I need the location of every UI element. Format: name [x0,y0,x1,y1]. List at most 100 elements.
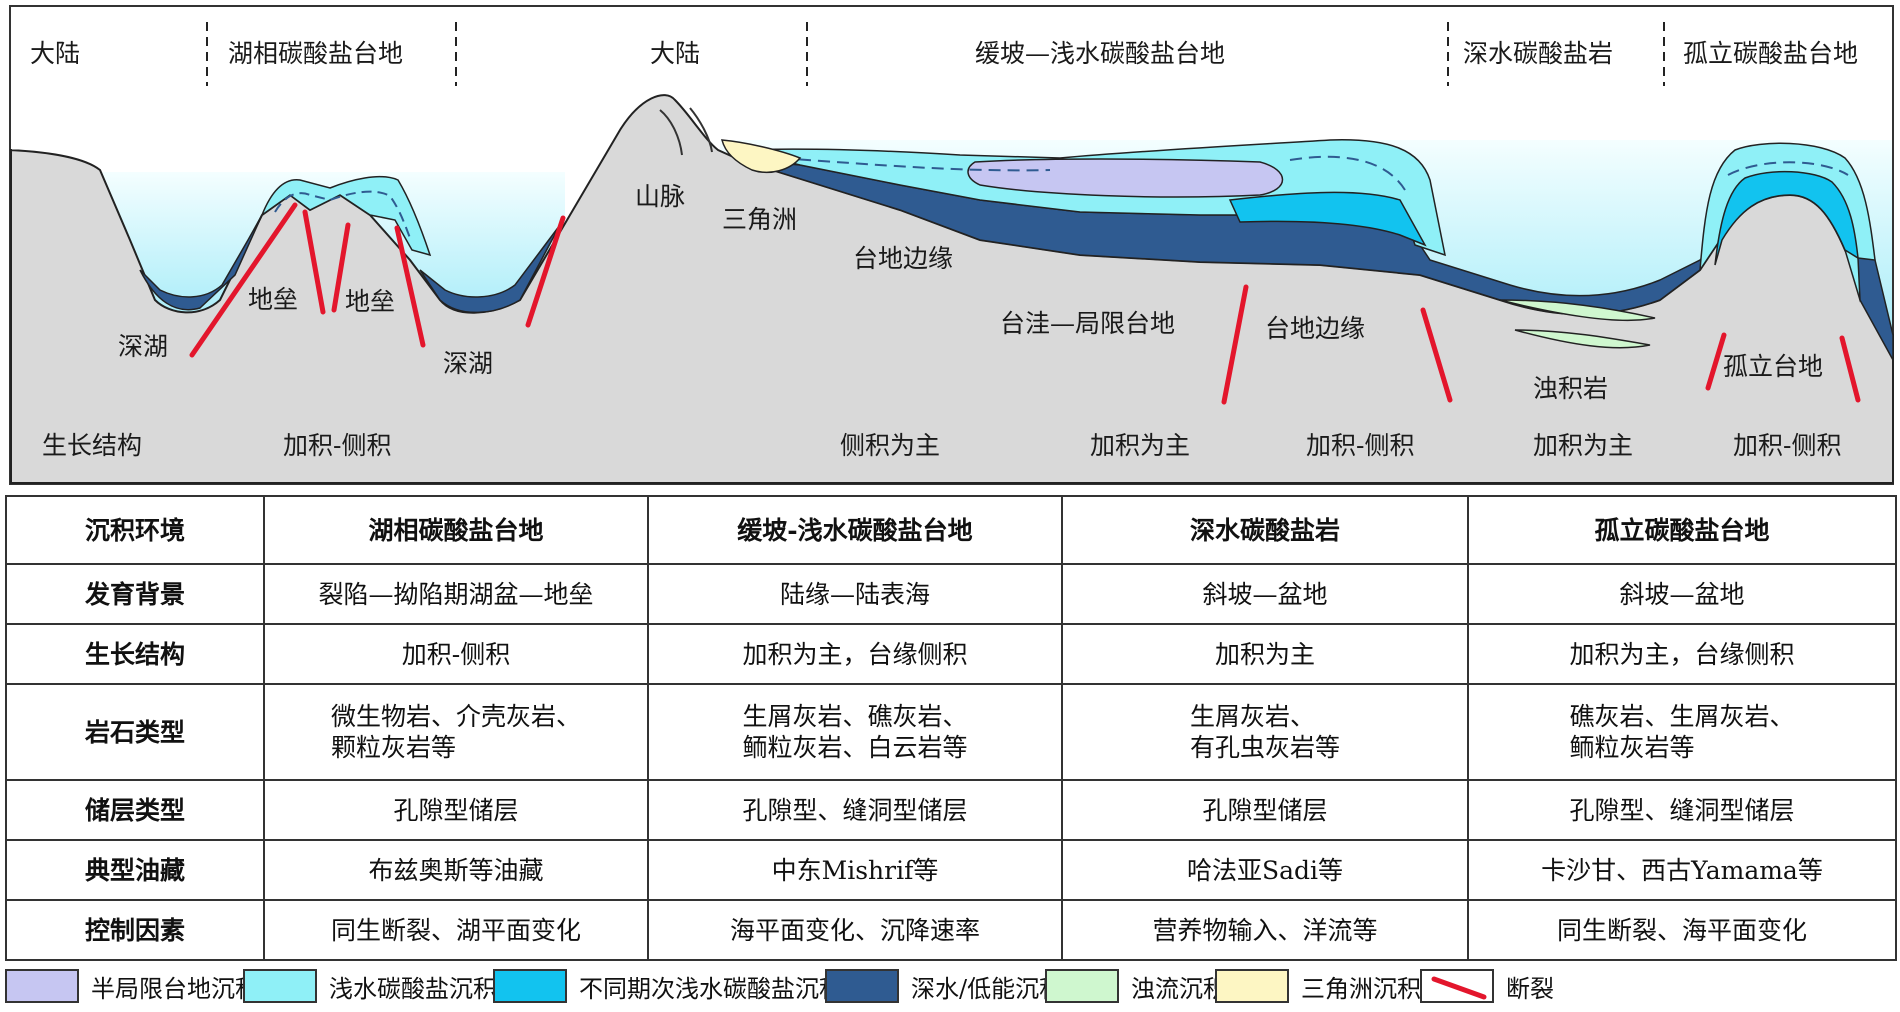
isolated-platform-dashed [1727,161,1849,176]
multi-phase-carbonate-shelf [1228,191,1427,247]
table-row: 典型油藏 布兹奥斯等油藏 中东Mishrif等 哈法亚Sadi等 卡沙甘、西古Yamam… [5,839,1897,901]
table-cell: 孔隙型储层 [263,779,649,841]
environment-comparison-table: 沉积环境 湖相碳酸盐台地 缓坡-浅水碳酸盐台地 深水碳酸盐岩 孤立碳酸盐台地 发… [5,495,1897,961]
region-label: 深水碳酸盐岩 [1463,39,1613,68]
growth-label: 侧积为主 [840,431,940,460]
table-row: 生长结构 加积-侧积 加积为主，台缘侧积 加积为主 加积为主，台缘侧积 [5,623,1897,685]
fault [302,209,326,315]
turbidite-lens-1 [1499,299,1656,322]
feature-label: 台地边缘 [853,244,953,273]
table-header-cell: 缓坡-浅水碳酸盐台地 [647,495,1063,565]
turbidite-lens-2 [1514,329,1651,349]
legend-label: 不同期次浅水碳酸盐沉积 [579,974,843,1003]
fault [394,225,426,348]
table-cell: 加积-侧积 [263,623,649,685]
table-cell: 斜坡—盆地 [1467,563,1897,625]
table-cell-line: 有孔虫灰岩等 [1189,733,1340,762]
table-cell: 加积为主 [1061,623,1469,685]
legend-item: 三角洲沉积 [1215,968,1421,1004]
isolated-platform-deep-flank-right [1857,257,1894,361]
table-cell: 微生物岩、介壳灰岩、 颗粒灰岩等 [263,683,649,781]
table-cell-text: 微生物岩、介壳灰岩、 颗粒灰岩等 [331,701,581,763]
fault [1221,284,1249,405]
table-header-cell: 深水碳酸盐岩 [1061,495,1469,565]
table-cell: 同生断裂、湖平面变化 [263,899,649,961]
table-cell-line: 颗粒灰岩等 [330,733,456,762]
table-cell: 陆缘—陆表海 [647,563,1063,625]
legend-swatch [243,969,317,1003]
table-cell: 礁灰岩、生屑灰岩、 鲕粒灰岩等 [1467,683,1897,781]
environment-table-wrapper: 沉积环境 湖相碳酸盐台地 缓坡-浅水碳酸盐台地 深水碳酸盐岩 孤立碳酸盐台地 发… [5,495,1897,961]
table-header-cell: 沉积环境 [5,495,265,565]
table-row-header: 储层类型 [5,779,265,841]
table-cell: 生屑灰岩、礁灰岩、 鲕粒灰岩、白云岩等 [647,683,1063,781]
isolated-platform-multi [1714,170,1859,266]
legend-label: 断裂 [1506,974,1554,1003]
legend-item: 浅水碳酸盐沉积 [243,968,497,1004]
table-cell: 海平面变化、沉降速率 [647,899,1063,961]
region-label: 大陆 [30,39,80,68]
growth-label: 加积-侧积 [1306,431,1414,460]
fault [189,202,298,358]
region-label: 孤立碳酸盐台地 [1683,39,1858,68]
table-cell-line: 礁灰岩、生屑灰岩、 [1569,702,1795,731]
table-row-header: 生长结构 [5,623,265,685]
legend-label: 三角洲沉积 [1301,974,1421,1003]
table-cell: 布兹奥斯等油藏 [263,839,649,901]
fault [331,222,351,313]
legend-label: 浊流沉积 [1131,974,1227,1003]
legend-swatch [1045,969,1119,1003]
legend-item: 深水/低能沉积 [825,968,1063,1004]
growth-label: 加积-侧积 [1733,431,1841,460]
lake-carbonate-buildup [260,175,432,257]
legend-item: 半局限台地沉积 [5,968,259,1004]
table-cell: 同生断裂、海平面变化 [1467,899,1897,961]
feature-label: 台地边缘 [1265,314,1365,343]
table-cell-text: 生屑灰岩、 有孔虫灰岩等 [1190,701,1340,763]
table-cell-line: 微生物岩、介壳灰岩、 [330,702,581,731]
table-row-header: 岩石类型 [5,683,265,781]
fault [525,215,566,328]
table-cell: 孔隙型、缝洞型储层 [647,779,1063,841]
feature-label: 台洼—局限台地 [1000,309,1175,338]
feature-label: 三角洲 [722,205,797,234]
table-header-cell: 湖相碳酸盐台地 [263,495,649,565]
feature-label: 孤立台地 [1723,352,1823,381]
legend: 半局限台地沉积 浅水碳酸盐沉积 不同期次浅水碳酸盐沉积 深水/低能沉积 浊流沉积 三角洲沉… [5,960,1895,1010]
fault [1420,307,1453,403]
feature-label: 地垒 [248,285,298,314]
legend-item: 断裂 [1420,968,1554,1004]
table-cell-line: 生屑灰岩、礁灰岩、 [742,702,968,731]
fault [1839,335,1861,403]
table-cell-text: 礁灰岩、生屑灰岩、 鲕粒灰岩等 [1569,701,1794,763]
semi-restricted-deposit [967,158,1284,198]
table-cell: 孔隙型、缝洞型储层 [1467,779,1897,841]
feature-label: 地垒 [345,287,395,316]
delta-deposit [721,139,802,174]
feature-label: 浊积岩 [1533,374,1608,403]
feature-label: 深湖 [443,349,493,378]
table-cell-line: 鲕粒灰岩、白云岩等 [742,733,968,762]
region-label: 湖相碳酸盐台地 [228,39,403,68]
table-row-header: 控制因素 [5,899,265,961]
region-label: 大陆 [650,39,700,68]
growth-label: 加积为主 [1533,431,1633,460]
legend-swatch [493,969,567,1003]
region-separators [206,22,1665,86]
shelf-dashed-line-1 [779,157,1051,172]
legend-label: 浅水碳酸盐沉积 [329,974,497,1003]
table-cell: 生屑灰岩、 有孔虫灰岩等 [1061,683,1469,781]
table-cell-line: 鲕粒灰岩等 [1569,733,1695,762]
legend-item: 不同期次浅水碳酸盐沉积 [493,968,843,1004]
legend-item: 浊流沉积 [1045,968,1227,1004]
table-cell: 加积为主，台缘侧积 [1467,623,1897,685]
table-cell: 营养物输入、洋流等 [1061,899,1469,961]
growth-title: 生长结构 [42,431,142,460]
table-cell-text: 生屑灰岩、礁灰岩、 鲕粒灰岩、白云岩等 [742,701,967,763]
feature-label: 深湖 [118,332,168,361]
table-cell: 哈法亚Sadi等 [1061,839,1469,901]
table-row: 发育背景 裂陷—拗陷期湖盆—地垒 陆缘—陆表海 斜坡—盆地 斜坡—盆地 [5,563,1897,625]
legend-swatch [825,969,899,1003]
depositional-cross-section: 大陆 湖相碳酸盐台地 大陆 缓坡—浅水碳酸盐台地 深水碳酸盐岩 孤立碳酸盐台地 … [9,5,1894,485]
legend-swatch [1215,969,1289,1003]
